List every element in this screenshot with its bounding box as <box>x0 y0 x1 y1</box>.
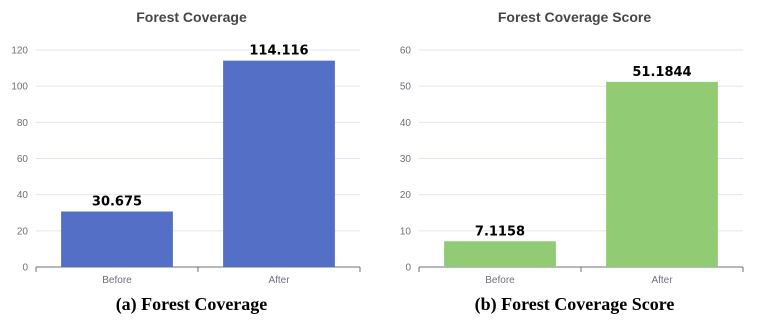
y-tick-label: 30 <box>400 154 412 165</box>
y-tick-label: 0 <box>22 263 28 274</box>
chart-panel-forest-coverage-score: Forest Coverage Score 0 10 20 30 40 50 60 7.115… <box>383 0 766 322</box>
bar-before <box>61 211 173 267</box>
chart-title: Forest Coverage Score <box>497 9 652 25</box>
y-tick-label: 40 <box>400 118 412 129</box>
chart-caption: (a) Forest Coverage <box>115 294 268 314</box>
x-tick-label: Before <box>102 275 132 286</box>
bar-chart-forest-coverage: 0 20 40 60 80 100 120 30.675 Before 114.116 After <box>11 44 361 286</box>
x-tick-label: After <box>651 275 673 286</box>
y-tick-label: 20 <box>400 190 412 201</box>
chart-panel-forest-coverage: Forest Coverage 0 20 40 60 80 100 120 30.675 Bef… <box>11 9 361 314</box>
y-tick-label: 60 <box>400 46 412 57</box>
y-tick-label: 40 <box>17 190 29 201</box>
data-label: 7.1158 <box>475 224 525 239</box>
y-tick-label: 10 <box>400 226 412 237</box>
data-label: 114.116 <box>249 44 308 59</box>
y-tick-label: 20 <box>17 226 29 237</box>
y-tick-label: 80 <box>17 118 29 129</box>
bar-before <box>444 241 556 267</box>
x-tick-label: After <box>268 275 290 286</box>
y-tick-label: 120 <box>11 46 28 57</box>
chart-title: Forest Coverage <box>136 9 247 25</box>
x-tick-label: Before <box>485 275 515 286</box>
y-tick-label: 0 <box>405 263 411 274</box>
bar-after <box>223 60 335 268</box>
bar-after <box>606 81 718 267</box>
data-label: 51.1844 <box>632 65 691 80</box>
bar-chart-forest-coverage-score: 0 10 20 30 40 50 60 7.1158 Before 51.1844 After <box>400 46 744 286</box>
chart-caption: (b) Forest Coverage Score <box>474 294 675 314</box>
y-tick-label: 50 <box>400 82 412 93</box>
y-tick-label: 100 <box>11 82 28 93</box>
y-tick-label: 60 <box>17 154 29 165</box>
data-label: 30.675 <box>92 195 142 210</box>
